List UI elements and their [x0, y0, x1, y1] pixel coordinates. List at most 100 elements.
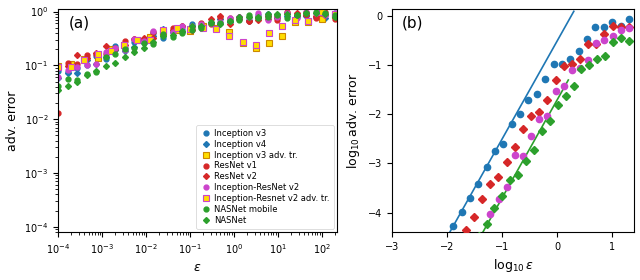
ResNet v1	[140, 38, 148, 41]
Text: (a): (a)	[69, 16, 90, 31]
Inception-ResNet v2	[236, 15, 243, 18]
Inception v3	[54, 70, 62, 73]
NASNet mobile	[54, 84, 62, 87]
Inception v3	[245, 19, 253, 22]
ResNet v1	[92, 53, 100, 56]
Inception-ResNet v2	[111, 46, 119, 50]
ResNet v2	[131, 38, 138, 41]
NASNet	[131, 50, 138, 53]
NASNet mobile	[150, 43, 157, 46]
Inception-ResNet v2	[302, 10, 310, 13]
NASNet	[236, 15, 243, 18]
NASNet	[64, 84, 72, 87]
ResNet v2	[216, 14, 224, 17]
Inception v4	[83, 58, 90, 62]
NASNet mobile	[283, 17, 291, 20]
Inception-Resnet v2 adv. tr.	[81, 58, 88, 62]
Inception v3	[131, 40, 138, 44]
ResNet v2	[178, 24, 186, 27]
Inception v4	[102, 56, 109, 59]
NASNet mobile	[312, 10, 319, 13]
NASNet mobile	[159, 32, 167, 36]
Inception v3	[216, 22, 224, 25]
Inception v3 adv. tr.	[67, 62, 75, 65]
NASNet mobile	[131, 46, 138, 50]
ResNet v1	[178, 24, 186, 28]
Inception v4	[255, 16, 262, 19]
Inception v3	[111, 44, 119, 48]
ResNet v1	[264, 15, 272, 18]
Line: ResNet v1: ResNet v1	[56, 9, 337, 116]
Inception v3	[92, 54, 100, 58]
Inception-ResNet v2	[73, 65, 81, 68]
Inception v4	[64, 71, 72, 74]
NASNet mobile	[140, 42, 148, 45]
Inception-ResNet v2	[264, 18, 272, 21]
Inception v4	[92, 62, 100, 66]
ResNet v1	[188, 27, 195, 30]
ResNet v2	[312, 14, 319, 18]
NASNet mobile	[169, 36, 177, 39]
ResNet v2	[274, 16, 282, 19]
Inception-ResNet v2	[207, 21, 214, 24]
NASNet	[159, 34, 167, 38]
ResNet v2	[207, 17, 214, 21]
Inception-Resnet v2 adv. tr.	[147, 39, 154, 42]
Inception-Resnet v2 adv. tr.	[54, 66, 62, 69]
ResNet v1	[64, 62, 72, 65]
ResNet v1	[197, 21, 205, 24]
Inception-ResNet v2	[312, 11, 319, 15]
Inception-ResNet v2	[255, 11, 262, 15]
NASNet mobile	[111, 53, 119, 56]
Inception-ResNet v2	[197, 22, 205, 26]
ResNet v2	[245, 19, 253, 22]
Line: Inception-Resnet v2 adv. tr.: Inception-Resnet v2 adv. tr.	[55, 8, 338, 71]
Inception v3	[292, 15, 300, 18]
ResNet v2	[150, 36, 157, 39]
Inception-ResNet v2	[283, 12, 291, 15]
Inception-ResNet v2	[178, 24, 186, 27]
Inception v3 adv. tr.	[186, 29, 194, 32]
ResNet v2	[83, 57, 90, 60]
NASNet mobile	[226, 19, 234, 23]
Inception-Resnet v2 adv. tr.	[186, 28, 194, 31]
Inception v4	[274, 17, 282, 20]
ResNet v1	[207, 22, 214, 25]
Inception v3	[83, 63, 90, 66]
Inception v3 adv. tr.	[225, 30, 233, 34]
Inception-ResNet v2	[245, 15, 253, 19]
NASNet	[255, 15, 262, 18]
Line: NASNet mobile: NASNet mobile	[56, 9, 337, 88]
Inception v4	[321, 16, 329, 19]
NASNet	[207, 20, 214, 23]
NASNet mobile	[331, 13, 339, 16]
Inception v3 adv. tr.	[120, 43, 128, 46]
NASNet	[169, 34, 177, 37]
ResNet v1	[131, 37, 138, 40]
NASNet	[197, 24, 205, 28]
Inception v3	[321, 13, 329, 17]
Inception-Resnet v2 adv. tr.	[331, 13, 339, 16]
NASNet	[111, 62, 119, 65]
Y-axis label: adv. error: adv. error	[6, 90, 19, 151]
Inception v3	[197, 25, 205, 29]
Inception v3	[274, 13, 282, 17]
ResNet v1	[73, 62, 81, 65]
Inception-ResNet v2	[159, 31, 167, 34]
Line: Inception v3 adv. tr.: Inception v3 adv. tr.	[55, 12, 338, 69]
Inception-Resnet v2 adv. tr.	[93, 52, 101, 55]
NASNet	[150, 40, 157, 44]
NASNet	[283, 12, 291, 15]
Inception-Resnet v2 adv. tr.	[173, 27, 180, 30]
Inception-ResNet v2	[274, 15, 282, 19]
Inception v4	[111, 49, 119, 52]
NASNet	[121, 55, 129, 59]
Inception v3 adv. tr.	[159, 31, 167, 34]
Line: NASNet: NASNet	[56, 11, 337, 92]
Inception v4	[178, 30, 186, 34]
NASNet	[216, 22, 224, 26]
Line: Inception-ResNet v2: Inception-ResNet v2	[56, 9, 337, 79]
Inception v4	[121, 49, 129, 52]
NASNet mobile	[274, 13, 282, 16]
NASNet	[83, 73, 90, 77]
